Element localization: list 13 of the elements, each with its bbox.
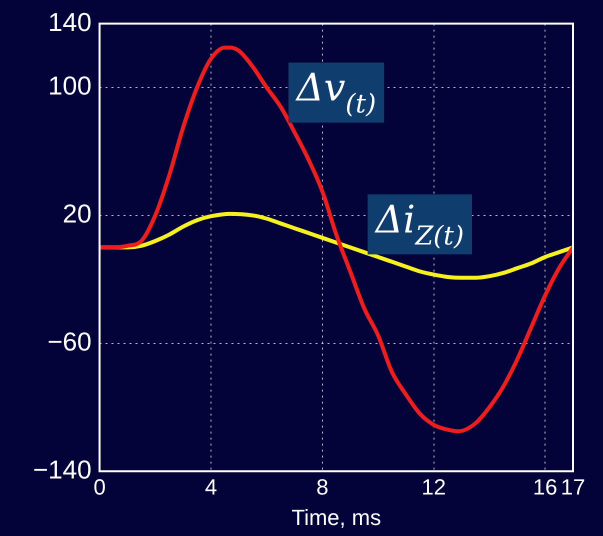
y-tick-label: 140 xyxy=(48,6,92,37)
x-axis-title: Time, ms xyxy=(291,504,382,530)
x-tick-label: 17 xyxy=(560,474,586,500)
y-tick-label: 100 xyxy=(48,70,92,101)
y-tick-label: −140 xyxy=(32,454,92,484)
line-series xyxy=(100,46,573,434)
x-tick-label: 8 xyxy=(316,474,328,500)
y-tick-label: −60 xyxy=(47,326,92,356)
x-tick-label: 12 xyxy=(422,474,446,500)
x-tick-label: 4 xyxy=(204,474,218,500)
x-tick-label: 16 xyxy=(532,474,558,500)
y-tick-label: 20 xyxy=(62,198,92,229)
x-tick-label: 0 xyxy=(93,474,106,500)
